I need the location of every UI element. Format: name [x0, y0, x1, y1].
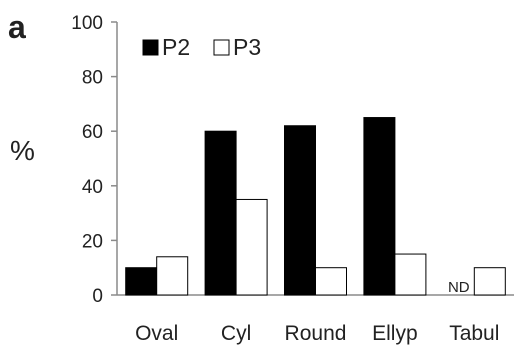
y-tick-label: 40: [82, 177, 103, 198]
legend-label-p3: P3: [233, 34, 261, 60]
x-tick-label: Ellyp: [372, 322, 418, 345]
y-tick-label: 20: [82, 231, 103, 252]
bar-p3-cyl: [235, 198, 268, 296]
y-axis-ticks: 0 20 40 60 80 100: [71, 13, 117, 307]
panel-label: a: [8, 9, 26, 45]
y-tick-label: 0: [92, 286, 103, 307]
not-determined-label: ND: [448, 279, 470, 296]
y-tick-label: 60: [82, 122, 103, 143]
bar-p3-tabul: [473, 267, 506, 296]
bar-p3-oval: [156, 256, 189, 296]
bar-p3-round: [315, 267, 347, 296]
bars-group: ND: [125, 117, 506, 296]
x-tick-label: Cyl: [221, 322, 251, 345]
bar-p2-ellyp: [363, 117, 396, 296]
legend-label-p2: P2: [162, 34, 190, 60]
x-tick-label: Round: [285, 322, 347, 345]
bar-p2-cyl: [204, 130, 237, 296]
y-tick-label: 100: [71, 13, 103, 34]
legend-swatch-p2: [142, 39, 159, 56]
x-tick-label: Tabul: [449, 322, 499, 345]
legend: P2 P3: [142, 34, 261, 60]
y-tick-label: 80: [82, 68, 103, 89]
bar-p3-ellyp: [394, 253, 427, 296]
legend-swatch-p3: [213, 39, 230, 56]
x-tick-label: Oval: [135, 322, 178, 345]
bar-p2-round: [284, 125, 316, 296]
y-axis-label: %: [10, 135, 35, 166]
bar-p2-oval: [125, 267, 158, 296]
x-axis-labels: Oval Cyl Round Ellyp Tabul: [135, 322, 499, 345]
